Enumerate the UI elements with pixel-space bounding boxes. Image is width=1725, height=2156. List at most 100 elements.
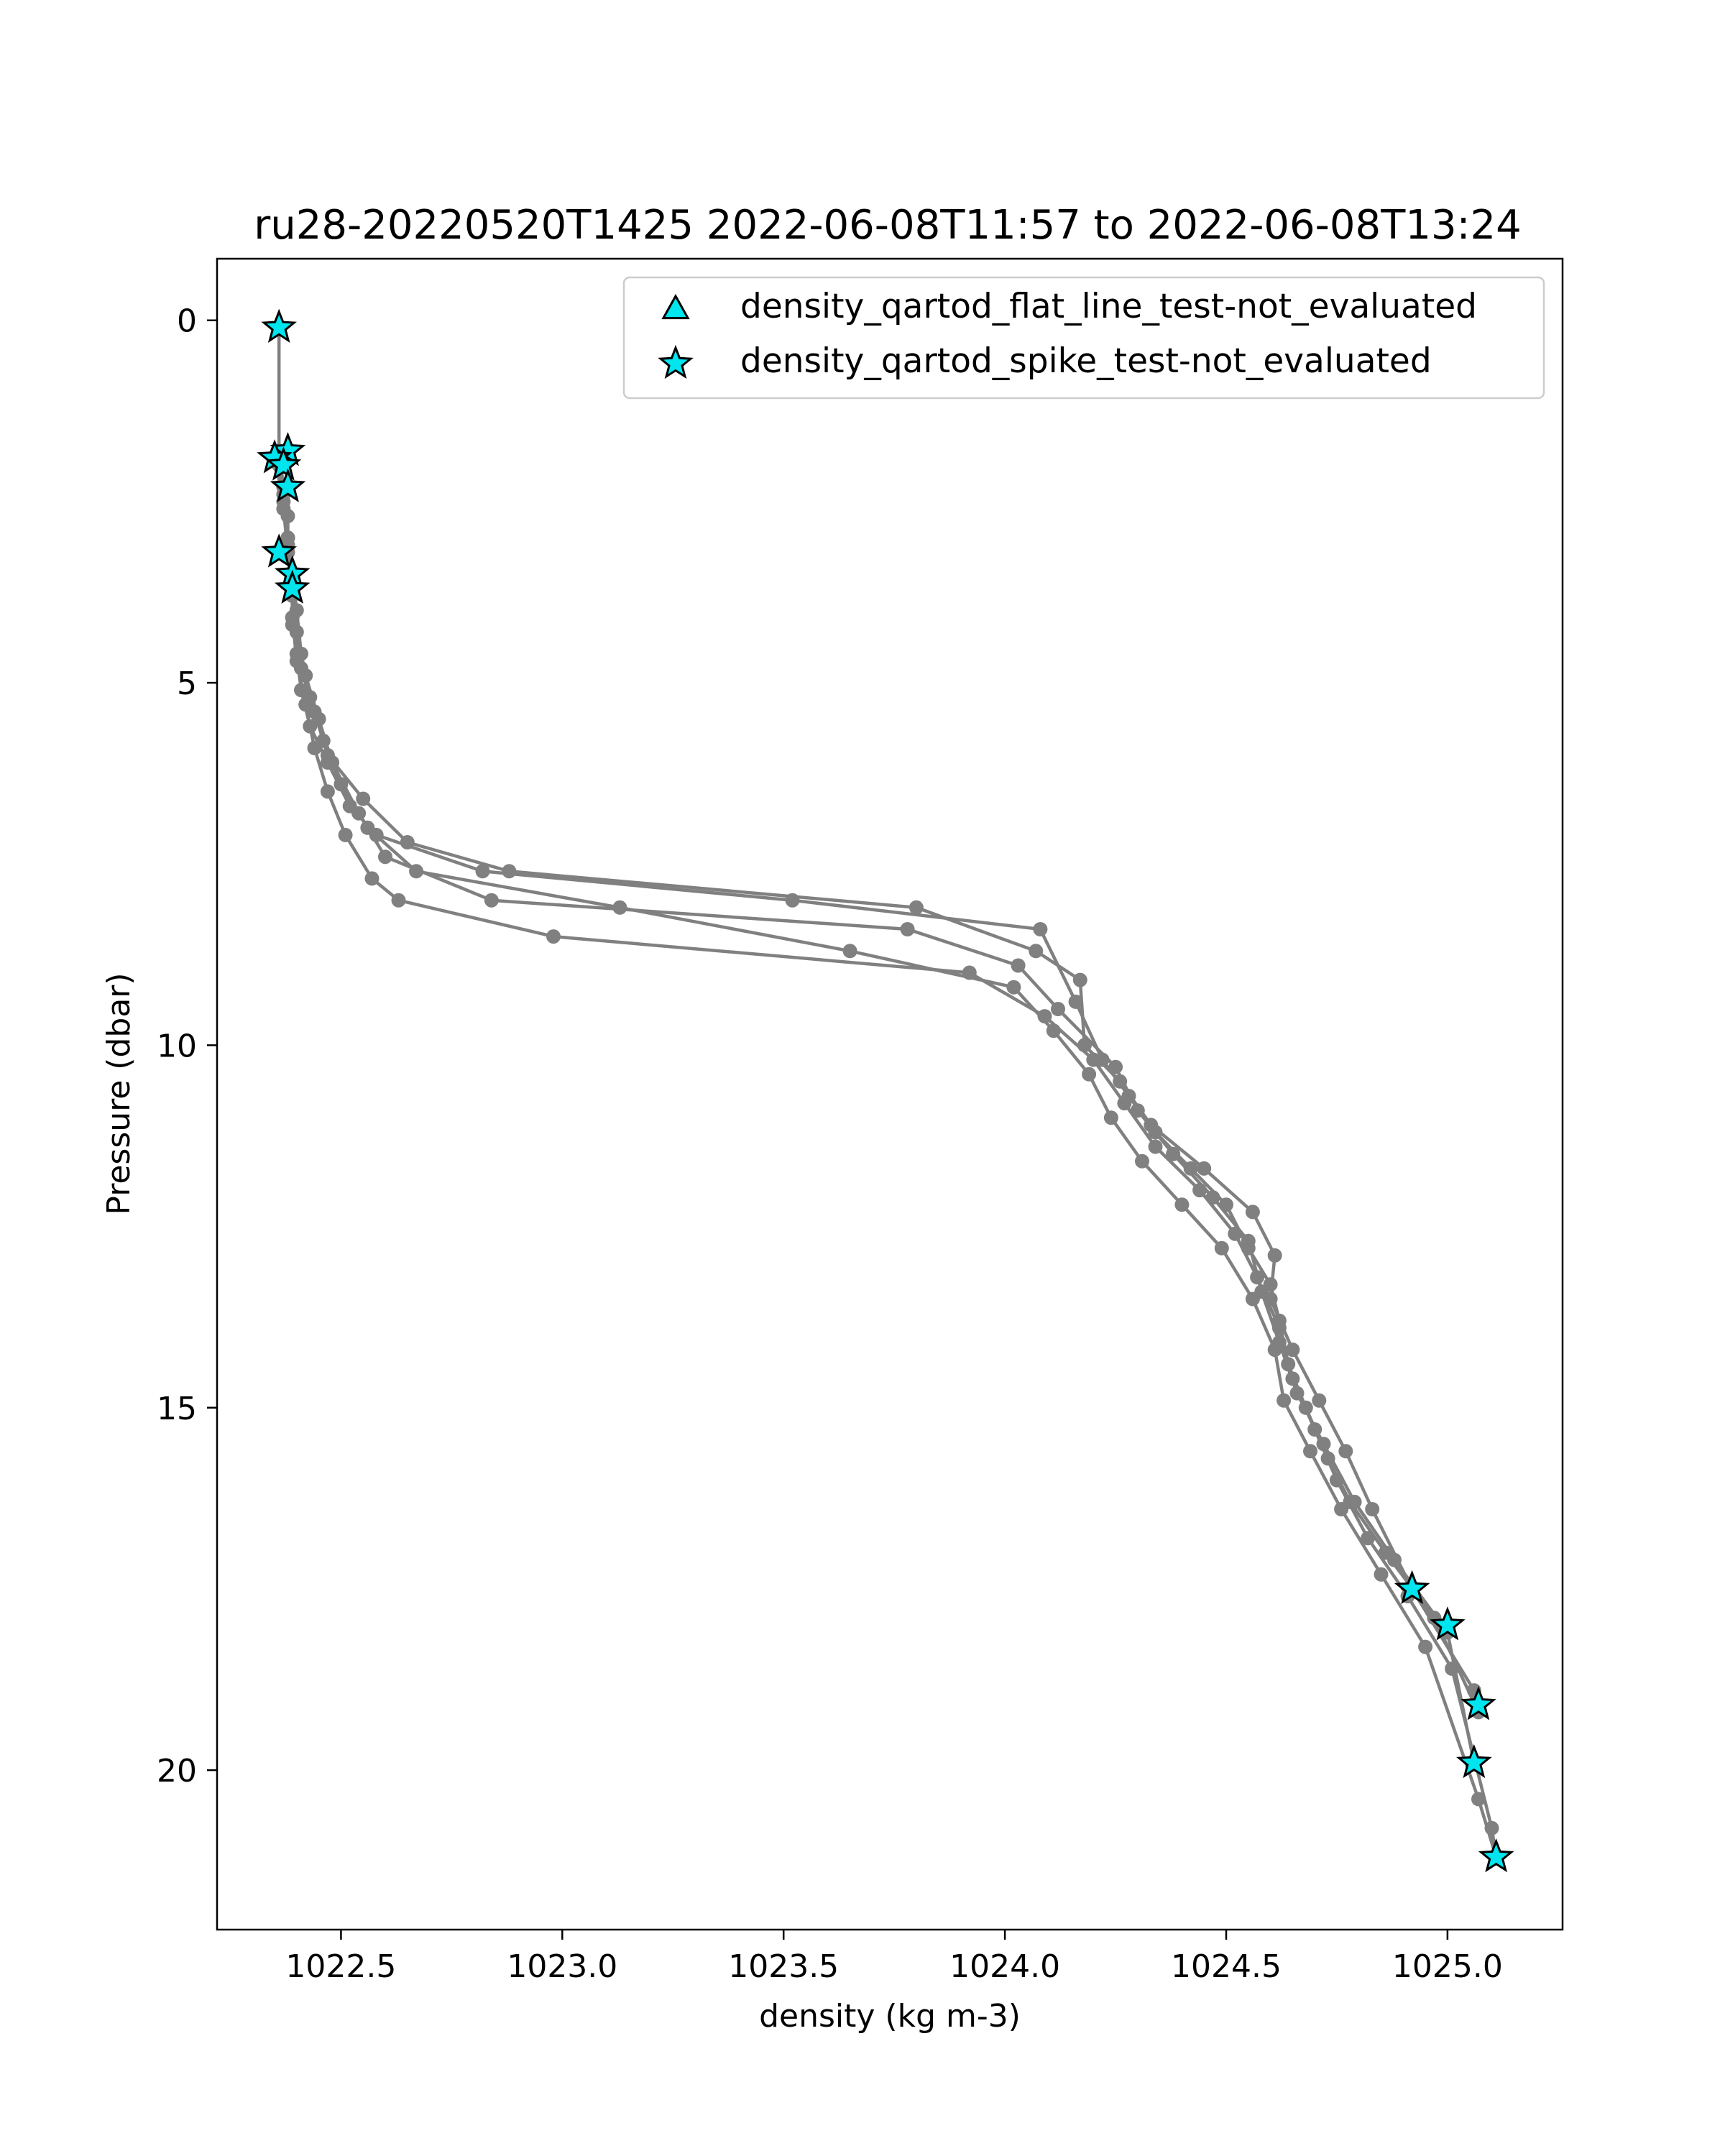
y-tick-label: 5 (177, 665, 197, 702)
x-axis: 1022.5 1023.0 1023.5 1024.0 1024.5 1025.0 (285, 1930, 1503, 1985)
profile-point (475, 864, 490, 879)
profile-point (842, 944, 857, 959)
y-tick-label: 15 (157, 1391, 197, 1427)
star-marker (658, 344, 694, 379)
profile-point (1214, 1240, 1229, 1256)
y-tick-label: 0 (177, 303, 197, 340)
profile-point (484, 893, 499, 908)
profile-point (1245, 1291, 1260, 1307)
y-axis: 0 5 10 15 20 (157, 303, 217, 1789)
profile-point (1285, 1342, 1300, 1358)
profile-point (502, 864, 517, 879)
profile-line (282, 494, 1498, 1858)
profile-point (1174, 1197, 1190, 1212)
star-flag-marker (261, 308, 298, 343)
profile-point (1374, 1567, 1389, 1582)
profile-point (1245, 1204, 1260, 1220)
profile-point (409, 864, 424, 879)
star-flag-marker (274, 569, 310, 604)
profile-point (1166, 1146, 1181, 1161)
profile-point (391, 893, 406, 908)
y-axis-label: Pressure (dbar) (101, 972, 137, 1215)
profile-point (1029, 944, 1044, 959)
x-tick-label: 1024.0 (949, 1948, 1060, 1985)
axes-frame (216, 257, 1564, 1931)
star-flag-marker (261, 533, 298, 568)
profile-point (364, 871, 380, 886)
profile-point (1037, 1009, 1052, 1024)
legend-frame (622, 276, 1545, 400)
profile-point (1103, 1110, 1118, 1125)
legend-label-flat-line: density_qartod_flat_line_test-not_evalua… (740, 287, 1477, 326)
profile-point (1387, 1552, 1402, 1567)
profile-point (1276, 1393, 1292, 1408)
x-tick-label: 1025.0 (1392, 1948, 1503, 1985)
legend-label-spike: density_qartod_spike_test-not_evaluated (740, 341, 1432, 381)
profile-point (546, 929, 561, 944)
triangle-marker (661, 293, 690, 320)
star-flag-marker (1460, 1686, 1496, 1720)
profile-point (1312, 1393, 1327, 1408)
plot-area (257, 308, 1514, 1873)
profile-point (289, 653, 304, 668)
profile-point (1329, 1473, 1344, 1488)
profile-point (1250, 1270, 1265, 1285)
profile-point (1117, 1096, 1132, 1111)
profile-point (1445, 1661, 1460, 1676)
x-tick-label: 1024.5 (1171, 1948, 1282, 1985)
profile-point (1011, 958, 1026, 973)
profile-point (1418, 1639, 1433, 1654)
profile-line (286, 538, 1498, 1858)
y-tick-label: 10 (157, 1028, 197, 1064)
star-flag-marker (1430, 1606, 1466, 1641)
star-flag-marker (265, 446, 302, 481)
profile-point (1241, 1233, 1256, 1248)
profile-point (1228, 1226, 1243, 1241)
profile-point (334, 777, 349, 792)
profile-point (280, 530, 295, 545)
legend-star-marker (658, 344, 694, 379)
x-tick-label: 1022.5 (285, 1948, 396, 1985)
profile-point (338, 827, 353, 842)
profile-point (400, 835, 415, 849)
profile-point (1303, 1444, 1317, 1459)
profile-point (320, 784, 335, 799)
profile-point (1267, 1342, 1282, 1358)
x-tick-label: 1023.0 (507, 1948, 617, 1985)
profile-series-4 (280, 530, 1504, 1865)
profile-point (1051, 1002, 1065, 1016)
profile-point (360, 820, 375, 835)
profile-point (1192, 1183, 1208, 1198)
profile-point (298, 697, 313, 712)
profile-point (1068, 994, 1083, 1009)
chart-title: ru28-20220520T1425 2022-06-08T11:57 to 2… (254, 202, 1521, 249)
profile-point (1267, 1248, 1282, 1263)
profile-point (1135, 1153, 1149, 1169)
profile-point (285, 610, 300, 625)
profile-point (900, 922, 915, 936)
profile-point (1334, 1502, 1349, 1516)
profile-point (1307, 1422, 1322, 1437)
profile-point (307, 740, 322, 755)
profile-point (1271, 1320, 1287, 1335)
profile-point (1006, 980, 1021, 995)
profile-point (378, 849, 392, 865)
profile-point (1072, 972, 1087, 987)
profile-point (908, 900, 924, 915)
profile-point (1285, 1371, 1300, 1386)
profile-point (1365, 1502, 1380, 1516)
x-axis-label: density (kg m-3) (759, 1998, 1021, 2035)
profile-point (1197, 1161, 1212, 1176)
star-flag-marker (1478, 1838, 1514, 1873)
profile-point (1148, 1139, 1163, 1154)
star-flag-marker (1394, 1570, 1430, 1605)
profile-point (1338, 1444, 1353, 1459)
star-flag-marker (1455, 1743, 1492, 1779)
profile-point (356, 791, 371, 806)
profile-point (962, 965, 977, 980)
profile-point (1033, 922, 1048, 936)
star-flag-marker (270, 468, 306, 502)
legend-triangle-marker (661, 293, 690, 320)
